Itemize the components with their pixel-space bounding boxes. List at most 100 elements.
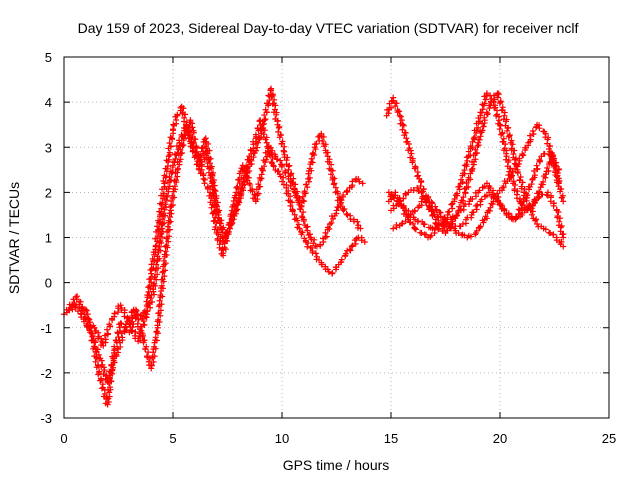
data-point [437, 213, 444, 220]
data-point [356, 178, 363, 185]
data-point [159, 225, 166, 232]
data-point [315, 133, 322, 140]
tick-labels: 0 5 10 15 20 25 -3 -2 -1 0 1 2 3 4 5 [40, 50, 616, 446]
data-point [536, 156, 543, 163]
data-point [275, 128, 282, 135]
data-point [249, 188, 256, 195]
data-point [247, 146, 254, 153]
data-point [422, 199, 429, 206]
data-point [280, 174, 287, 181]
data-point [472, 156, 479, 163]
data-point [341, 205, 348, 212]
data-point [454, 190, 461, 197]
data-point [166, 149, 173, 156]
data-point [261, 117, 268, 124]
data-point [219, 225, 226, 232]
data-point [166, 210, 173, 217]
data-point [264, 153, 271, 160]
data-point [192, 145, 199, 152]
data-point [160, 257, 167, 264]
data-point [166, 233, 173, 240]
data-point [558, 194, 565, 201]
data-point [286, 162, 293, 169]
data-point [223, 235, 230, 242]
data-point [474, 202, 481, 209]
data-point [515, 206, 522, 213]
data-point [205, 169, 212, 176]
data-point [160, 177, 167, 184]
data-point [320, 133, 327, 140]
data-point [254, 144, 261, 151]
data-point [400, 122, 407, 129]
data-point [76, 301, 83, 308]
data-point [515, 161, 522, 168]
data-point [560, 234, 567, 241]
data-point [512, 161, 519, 168]
data-point [270, 163, 277, 170]
data-point [175, 165, 182, 172]
data-point [349, 178, 356, 185]
data-point [98, 357, 105, 364]
data-point [91, 343, 98, 350]
data-point [415, 172, 422, 179]
data-point [100, 364, 107, 371]
data-point [487, 92, 494, 99]
data-point [547, 198, 554, 205]
data-point [181, 131, 188, 138]
data-point [163, 193, 170, 200]
data-point [343, 211, 350, 217]
data-point [304, 240, 311, 247]
data-point [497, 98, 504, 105]
data-point [348, 243, 355, 250]
data-point [153, 328, 160, 335]
data-point [460, 194, 467, 201]
data-point [319, 137, 326, 144]
data-point [147, 304, 154, 311]
data-point [252, 131, 259, 138]
data-point [482, 213, 489, 220]
data-point [264, 100, 271, 107]
data-point [312, 250, 319, 257]
data-point [334, 190, 341, 197]
data-point [329, 176, 336, 183]
data-point [473, 150, 480, 157]
data-point [207, 189, 214, 196]
data-point [496, 100, 503, 107]
data-point [313, 243, 320, 250]
data-point [204, 185, 211, 192]
data-point [282, 170, 289, 177]
data-point [506, 175, 513, 182]
data-point [273, 156, 280, 163]
data-point [243, 168, 250, 175]
data-point [493, 112, 500, 119]
y-tick-label: -3 [40, 411, 52, 426]
data-point [156, 211, 163, 218]
data-point [446, 208, 453, 215]
data-point [213, 219, 220, 226]
data-point [476, 187, 483, 194]
data-point [340, 207, 347, 214]
data-point [224, 229, 231, 236]
data-point [106, 384, 113, 391]
data-point [125, 315, 132, 322]
data-point [487, 204, 494, 211]
series-a [61, 103, 368, 408]
data-point [298, 213, 305, 220]
data-point [274, 168, 281, 175]
data-point [190, 139, 197, 146]
data-point [396, 108, 403, 115]
data-point [165, 217, 172, 224]
data-point [455, 229, 462, 236]
data-point [194, 154, 201, 161]
data-point [534, 165, 541, 172]
data-point [145, 300, 152, 307]
data-point [207, 175, 214, 182]
data-point [463, 161, 470, 168]
data-point [95, 371, 102, 378]
data-point [233, 184, 240, 191]
data-point [441, 215, 448, 222]
data-point [512, 213, 519, 220]
data-point [182, 111, 189, 118]
y-tick-label: -2 [40, 366, 52, 381]
